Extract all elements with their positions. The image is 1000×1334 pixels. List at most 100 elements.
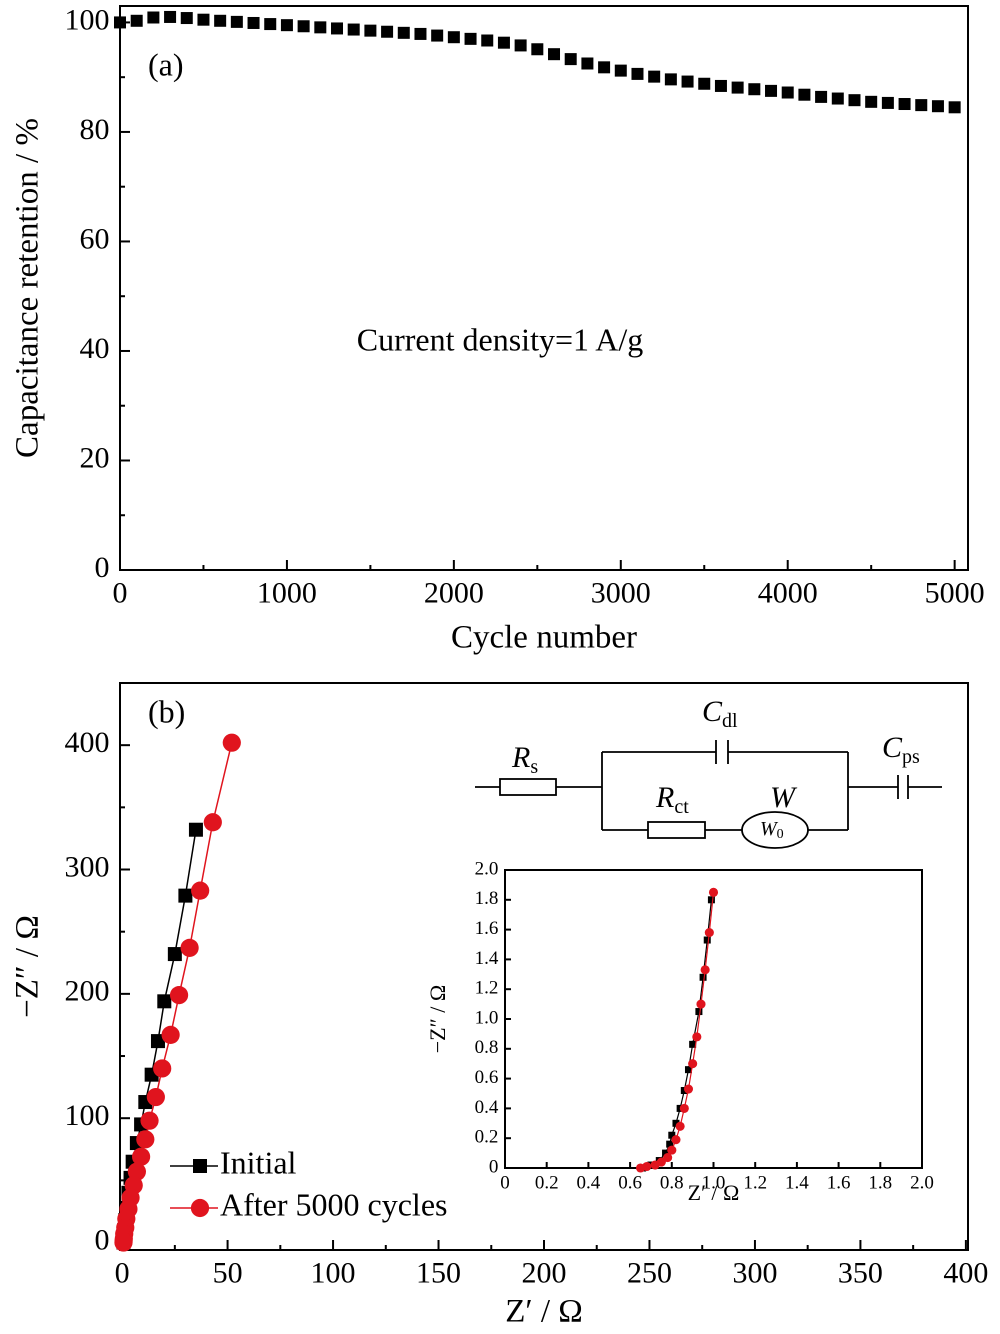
y-tick-label: 400	[65, 726, 110, 759]
y-tick-label: 200	[65, 975, 110, 1008]
y-tick-label: 20	[80, 441, 110, 474]
x-tick-label: 1.2	[743, 1173, 767, 1194]
data-point	[161, 1025, 180, 1044]
y-tick-label: 40	[80, 332, 110, 365]
data-point	[675, 1121, 685, 1131]
resistor	[499, 778, 557, 796]
data-point	[698, 77, 711, 90]
label-symbol: W	[760, 818, 779, 840]
data-point	[765, 84, 778, 97]
data-point	[314, 21, 327, 34]
data-point	[696, 999, 706, 1009]
data-point	[798, 88, 811, 101]
data-point	[280, 19, 293, 32]
legend-marker	[193, 1159, 207, 1173]
x-tick-label: 0	[500, 1173, 510, 1194]
data-point	[297, 20, 310, 33]
circuit-label: Rct	[655, 781, 689, 818]
data-point	[664, 73, 677, 86]
data-point	[695, 1008, 703, 1016]
y-axis-title: Capacitance retention / %	[10, 118, 46, 458]
y-tick-label: 1.0	[475, 1007, 499, 1028]
data-point	[681, 75, 694, 88]
label-symbol: R	[655, 781, 674, 814]
data-point	[708, 887, 719, 897]
data-point	[881, 96, 894, 109]
data-point	[684, 1066, 692, 1074]
data-point	[781, 86, 794, 99]
y-tick-label: 60	[80, 222, 110, 255]
data-point	[497, 36, 510, 49]
label-subscript: dl	[722, 710, 738, 732]
x-tick-label: 2.0	[910, 1173, 934, 1194]
x-tick-label: 1.0	[702, 1173, 726, 1194]
label-symbol: C	[882, 731, 903, 764]
data-point	[642, 1161, 652, 1172]
x-tick-label: 0.2	[535, 1173, 559, 1194]
x-tick-label: 250	[627, 1256, 672, 1289]
data-point	[831, 92, 844, 105]
data-point	[699, 973, 707, 981]
circuit-label: W0	[760, 818, 784, 843]
y-tick-label: 0.2	[475, 1127, 499, 1148]
data-point	[147, 11, 160, 24]
x-tick-label: 1.8	[868, 1173, 892, 1194]
data-point	[865, 95, 878, 108]
data-point	[180, 12, 193, 25]
data-point	[581, 57, 594, 70]
x-tick-label: 0	[115, 1256, 130, 1289]
data-point	[447, 31, 460, 44]
circuit-label: Cps	[882, 731, 920, 768]
data-point	[127, 1162, 146, 1181]
circuit-label: Rs	[511, 741, 538, 778]
x-tick-label: 4000	[758, 576, 818, 609]
data-point	[815, 90, 828, 103]
plot-frame	[504, 869, 923, 1169]
data-point	[748, 83, 761, 96]
data-point	[114, 1233, 133, 1252]
y-tick-label: 100	[65, 3, 110, 36]
x-tick-label: 0.8	[660, 1173, 684, 1194]
circuit-wire	[475, 751, 942, 831]
data-point	[414, 27, 427, 40]
panel-label: (b)	[148, 693, 185, 729]
data-point	[564, 53, 577, 66]
data-point	[364, 24, 377, 37]
label-subscript: s	[530, 756, 538, 778]
x-tick-label: 1.4	[785, 1173, 809, 1194]
data-point	[714, 79, 727, 92]
y-tick-label: 300	[65, 850, 110, 883]
data-point	[707, 896, 715, 904]
x-axis-title: Z′ / Ω	[688, 1180, 740, 1205]
x-tick-label: 2000	[424, 576, 484, 609]
panel-label: (a)	[148, 46, 184, 82]
capacitor	[715, 740, 909, 799]
data-point	[150, 1034, 165, 1049]
data-point	[264, 18, 277, 31]
x-axis-title: Z′ / Ω	[505, 1294, 583, 1330]
data-point	[692, 1032, 702, 1042]
data-point	[169, 985, 189, 1005]
data-point	[648, 70, 661, 83]
data-point	[114, 16, 126, 29]
data-point	[631, 67, 644, 80]
data-point	[672, 1119, 680, 1127]
label-subscript: ps	[902, 746, 920, 768]
legend-label: Initial	[220, 1144, 297, 1180]
data-point	[531, 43, 544, 56]
data-point	[130, 14, 143, 27]
y-tick-label: 0.4	[475, 1097, 499, 1118]
warburg-element	[741, 811, 809, 849]
x-tick-label: 50	[213, 1256, 243, 1289]
data-point	[848, 94, 861, 107]
x-tick-label: 300	[732, 1256, 777, 1289]
data-point	[140, 1111, 159, 1130]
y-tick-label: 0	[95, 551, 110, 584]
x-axis-title: Cycle number	[451, 620, 637, 656]
data-point	[514, 39, 527, 52]
legend-marker	[190, 1198, 210, 1218]
y-tick-label: 0	[95, 1223, 110, 1256]
y-tick-label: 1.4	[475, 948, 499, 969]
x-tick-label: 5000	[925, 576, 985, 609]
label-symbol: C	[702, 695, 723, 728]
